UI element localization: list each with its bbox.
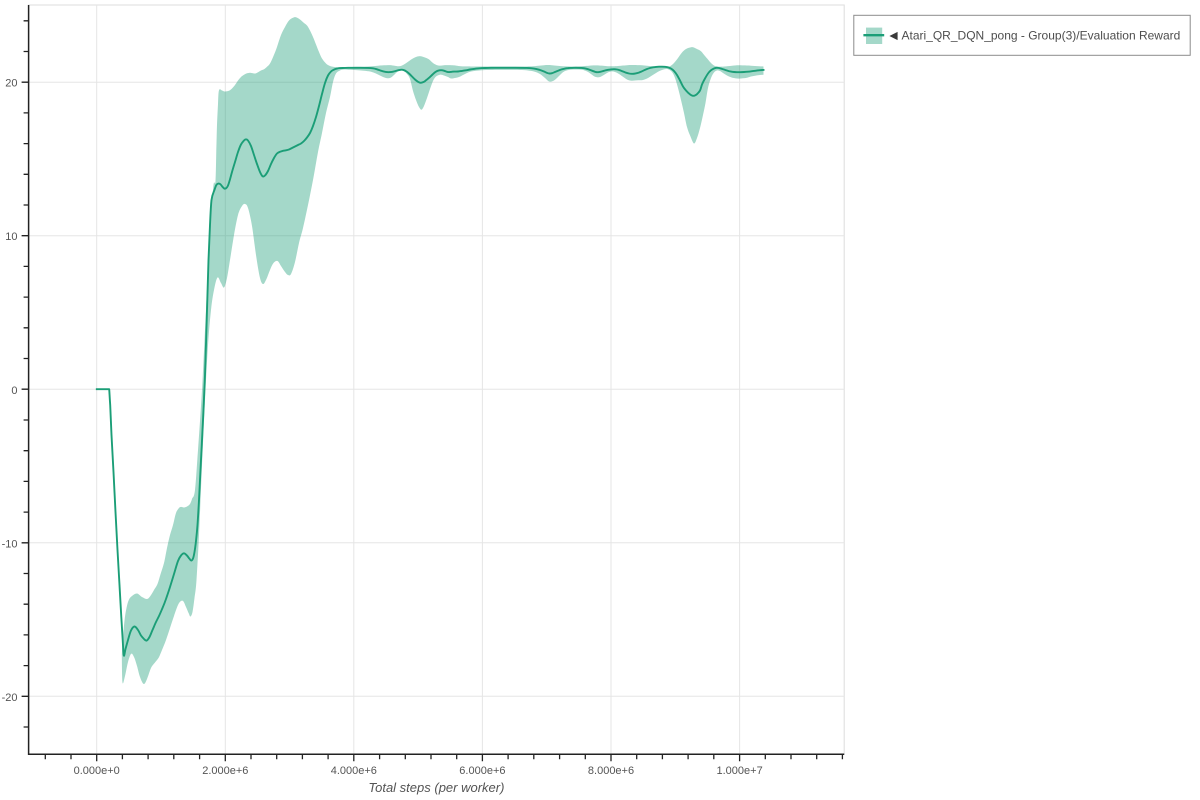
svg-text:-20: -20 bbox=[2, 692, 18, 704]
svg-text:Total steps (per worker): Total steps (per worker) bbox=[368, 780, 504, 795]
svg-text:10: 10 bbox=[5, 231, 17, 243]
svg-text:Atari_QR_DQN_pong - Group(3)/E: Atari_QR_DQN_pong - Group(3)/Evaluation … bbox=[902, 29, 1181, 43]
svg-text:2.000e+6: 2.000e+6 bbox=[202, 765, 248, 777]
svg-text:6.000e+6: 6.000e+6 bbox=[459, 765, 505, 777]
svg-text:20: 20 bbox=[5, 78, 17, 90]
svg-text:0.000e+0: 0.000e+0 bbox=[74, 765, 120, 777]
svg-text:8.000e+6: 8.000e+6 bbox=[588, 765, 634, 777]
svg-text:0: 0 bbox=[11, 385, 17, 397]
svg-text:4.000e+6: 4.000e+6 bbox=[331, 765, 377, 777]
svg-text:1.000e+7: 1.000e+7 bbox=[717, 765, 763, 777]
svg-text:-10: -10 bbox=[2, 538, 18, 550]
